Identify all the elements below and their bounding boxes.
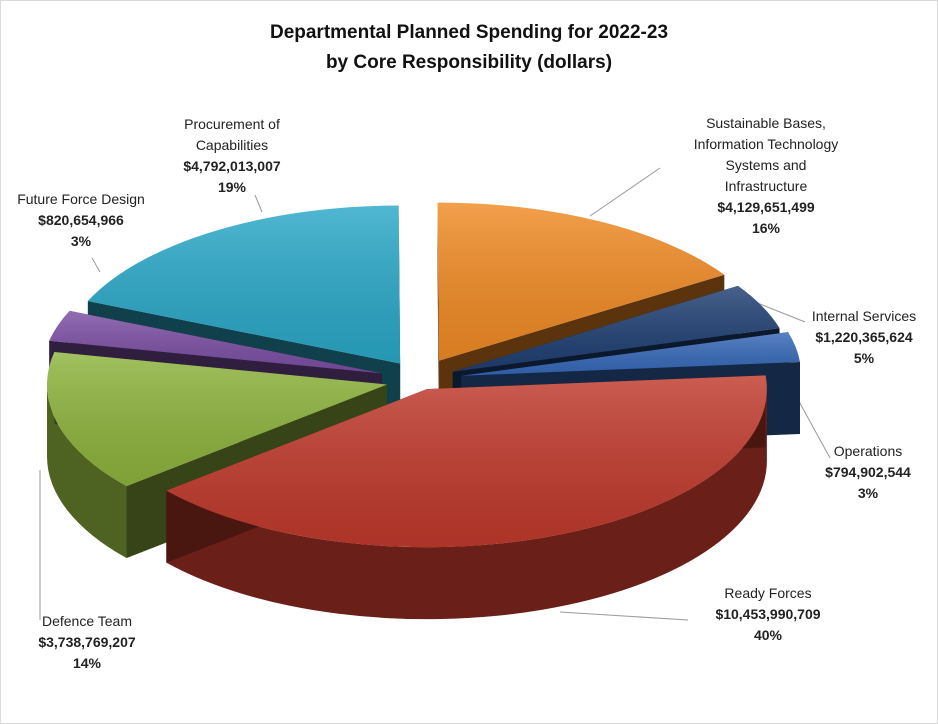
label-future-force-design: Future Force Design $820,654,966 3%	[17, 191, 145, 249]
chart-title-line2: by Core Responsibility (dollars)	[325, 52, 613, 73]
label-defence-team: Defence Team $3,738,769,207 14%	[38, 613, 136, 671]
chart-title-line1: Departmental Planned Spending for 2022-2…	[269, 22, 669, 43]
leader-line-sustainable-bases-information-technology-systems-and-infrastructure	[589, 167, 661, 217]
slice-cut-sustainable-bases-information-technology-systems-and-infrastructure-start	[437, 202, 440, 433]
label-procurement-of-capabilities: Procurement of Capabilities $4,792,013,0…	[183, 116, 281, 195]
slice-shade-sustainable-bases-information-technology-systems-and-infrastructure	[437, 202, 725, 361]
leader-line-procurement-of-capabilities	[254, 194, 263, 213]
label-ready-forces: Ready Forces $10,453,990,709 40%	[715, 585, 821, 643]
label-internal-services: Internal Services $1,220,365,624 5%	[811, 308, 917, 366]
slice-shade-future-force-design	[49, 310, 382, 374]
slice-shade-ready-forces	[166, 375, 767, 548]
slice-shade-procurement-of-capabilities	[87, 205, 401, 364]
label-operations: Operations $794,902,544 3%	[825, 443, 911, 501]
leader-line-ready-forces	[559, 611, 689, 621]
leader-line-future-force-design	[91, 257, 101, 273]
slice-shade-operations	[461, 332, 801, 376]
slice-side-defence-team	[47, 384, 127, 559]
slice-side-ready-forces	[166, 389, 767, 620]
slice-shade-defence-team	[47, 351, 388, 487]
slice-shade-internal-services	[452, 285, 780, 372]
label-sustainable-bases: Sustainable Bases, Information Technolog…	[693, 115, 839, 236]
